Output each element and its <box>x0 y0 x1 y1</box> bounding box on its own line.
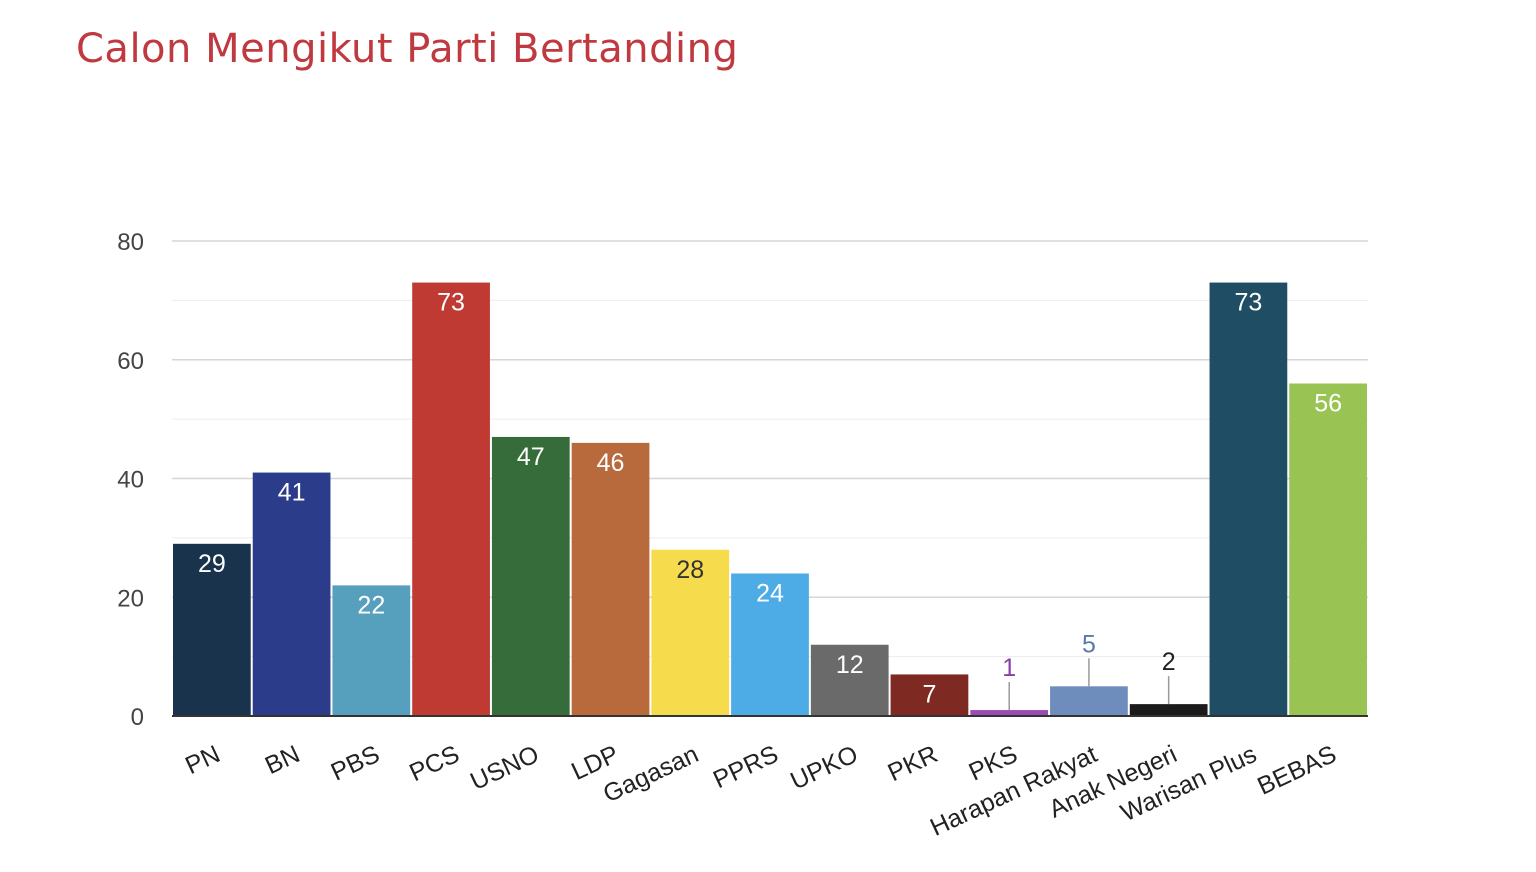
data-label: 22 <box>357 591 385 619</box>
x-tick-label: UPKO <box>786 740 862 795</box>
x-tick-label: USNO <box>466 740 543 796</box>
x-tick-label: PN <box>181 740 224 780</box>
y-tick-label: 60 <box>117 348 144 375</box>
y-tick-label: 80 <box>117 229 144 256</box>
data-label: 41 <box>278 479 306 507</box>
x-tick-label: BN <box>261 740 304 780</box>
data-label: 7 <box>923 680 937 708</box>
data-label: 56 <box>1314 390 1342 418</box>
bar <box>1129 704 1208 716</box>
data-label: 73 <box>1234 289 1262 317</box>
bar <box>173 543 251 716</box>
data-label: 12 <box>836 651 864 679</box>
bar <box>571 442 650 716</box>
chart-title: Calon Mengikut Parti Bertanding <box>76 26 739 72</box>
data-labels: 29 41 22 73 47 46 28 24 12 7 1 5 2 73 56 <box>198 289 1342 711</box>
bar <box>491 436 570 716</box>
data-label: 29 <box>198 550 226 578</box>
data-label: 46 <box>597 449 625 477</box>
bar <box>1050 686 1128 716</box>
bar <box>1209 282 1288 716</box>
data-label: 24 <box>756 580 784 608</box>
x-tick-label: PKR <box>884 740 942 787</box>
bar <box>651 549 730 716</box>
data-label: 28 <box>676 556 704 584</box>
bar <box>252 472 331 716</box>
x-tick-label: BEBAS <box>1253 740 1340 801</box>
bars <box>173 282 1367 716</box>
x-tick-label: PBS <box>327 740 384 787</box>
data-label: 47 <box>517 443 545 471</box>
x-tick-label: PCS <box>405 740 463 787</box>
y-tick-label: 0 <box>131 704 144 731</box>
x-tick-label: PPRS <box>709 740 783 794</box>
bar <box>1289 383 1367 716</box>
bar <box>970 710 1049 716</box>
y-axis-ticks: 0 20 40 60 80 <box>117 229 144 731</box>
y-tick-label: 40 <box>117 467 144 494</box>
data-label: 5 <box>1082 630 1096 658</box>
data-label: 73 <box>437 289 465 317</box>
bar <box>890 674 969 716</box>
bar <box>332 585 411 716</box>
bar <box>731 573 809 716</box>
data-label: 1 <box>1002 654 1016 682</box>
bar <box>412 282 490 716</box>
y-tick-label: 20 <box>117 585 144 612</box>
data-label: 2 <box>1162 648 1176 676</box>
bar <box>810 644 889 716</box>
